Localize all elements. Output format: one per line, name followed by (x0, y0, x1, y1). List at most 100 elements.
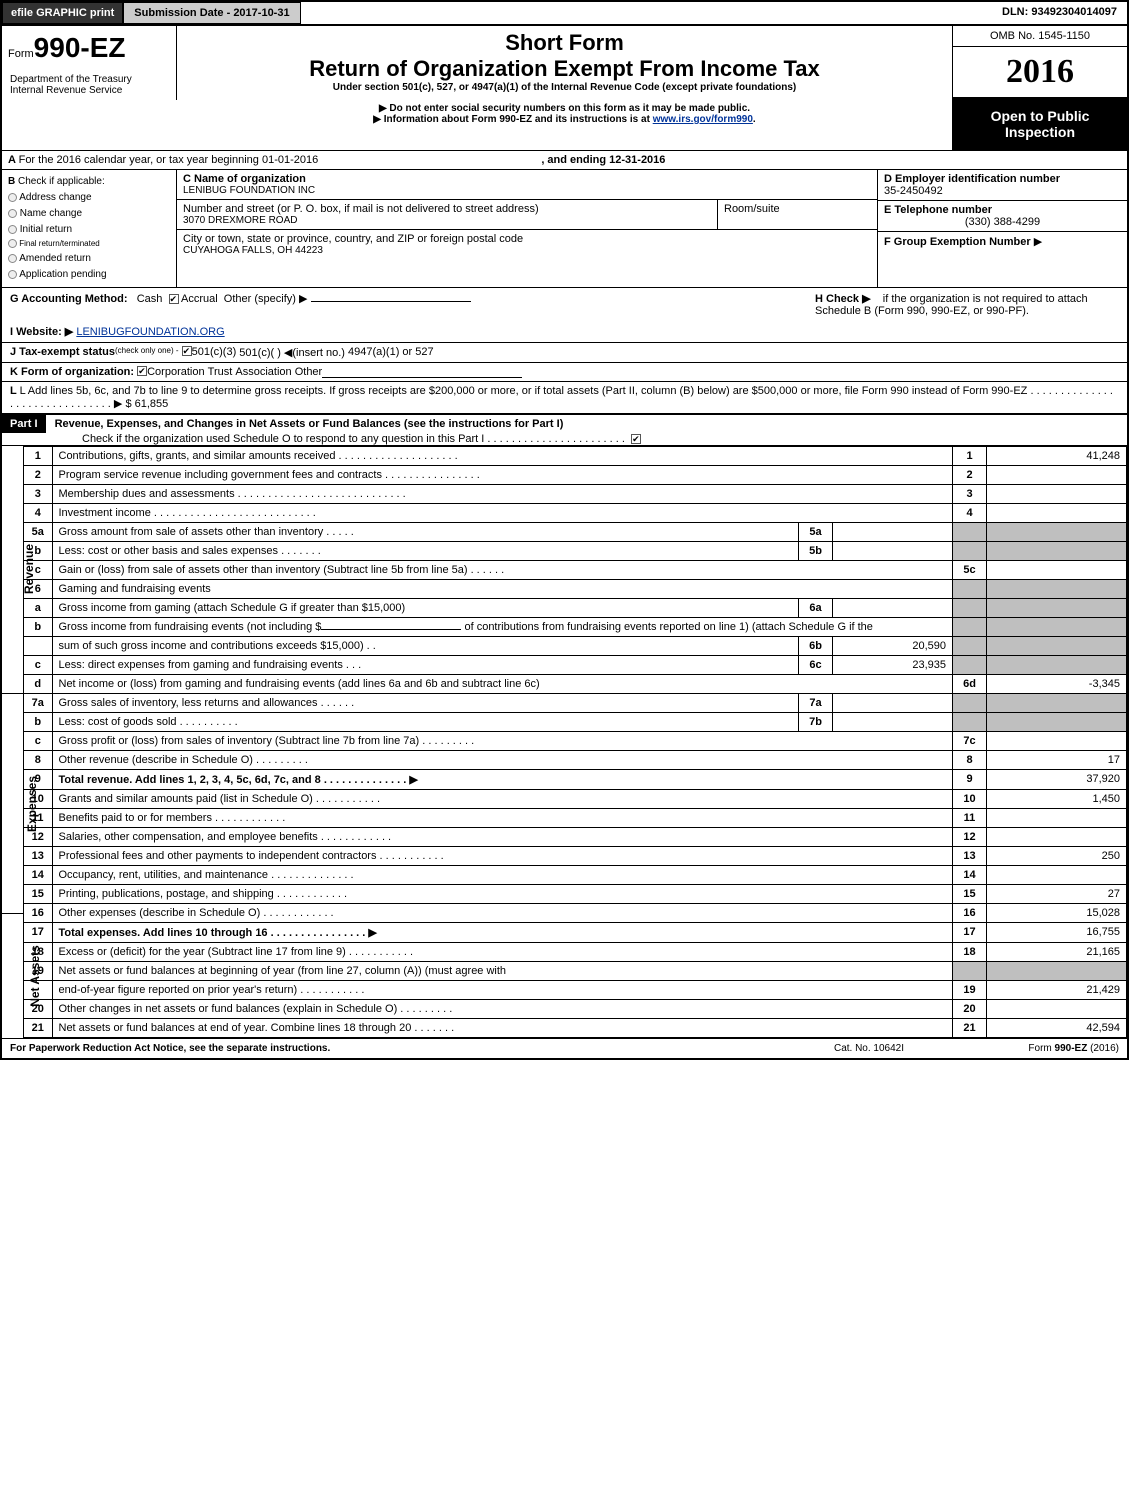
l-value: $ 61,855 (125, 398, 168, 410)
part-i-check-dots: . . . . . . . . . . . . . . . . . . . . … (487, 433, 625, 445)
501c3-label: 501(c)(3) (192, 346, 237, 359)
other-specify-line[interactable] (311, 301, 471, 302)
name-change-label: Name change (20, 208, 82, 219)
b-label: Check if applicable: (18, 176, 105, 187)
footer-left: For Paperwork Reduction Act Notice, see … (10, 1043, 769, 1054)
lines-wrapper: Revenue Expenses Net Assets 1Contributio… (2, 446, 1127, 1038)
line-6a-desc: Gross income from gaming (attach Schedul… (52, 598, 799, 617)
accrual-label: Accrual (181, 293, 218, 305)
schedule-o-checkbox[interactable] (631, 434, 641, 444)
501c3-checkbox[interactable] (182, 346, 192, 356)
form-prefix: Form (8, 48, 34, 60)
6b-amount-blank[interactable] (321, 629, 461, 630)
city-block: City or town, state or province, country… (177, 230, 877, 259)
title-block: Short Form Return of Organization Exempt… (177, 26, 952, 150)
address-change-radio[interactable] (8, 193, 17, 202)
dept-treasury: Department of the Treasury (10, 74, 168, 85)
line-7b-desc: Less: cost of goods sold . . . . . . . .… (52, 712, 799, 731)
other-org-line[interactable] (322, 366, 522, 378)
h-check: H Check ▶ if the organization is not req… (807, 288, 1127, 321)
j-small: (check only one) - (115, 346, 179, 359)
efile-print-button[interactable]: efile GRAPHIC print (2, 2, 123, 24)
right-header-block: OMB No. 1545-1150 2016 Open to Public In… (952, 26, 1127, 150)
line-17-desc: Total expenses. Add lines 10 through 16 … (52, 922, 953, 942)
application-pending-radio[interactable] (8, 270, 17, 279)
line-6b-sum: sum of such gross income and contributio… (52, 636, 799, 655)
right-info-block: D Employer identification number 35-2450… (877, 170, 1127, 287)
cash-label: Cash (137, 293, 163, 305)
line-8-desc: Other revenue (describe in Schedule O) .… (52, 750, 953, 769)
final-return-radio[interactable] (8, 239, 17, 248)
line-3-desc: Membership dues and assessments . . . . … (52, 484, 953, 503)
street-label: Number and street (or P. O. box, if mail… (183, 203, 711, 215)
street-row: Number and street (or P. O. box, if mail… (177, 200, 877, 230)
e-label: E Telephone number (884, 204, 1121, 216)
irs-link[interactable]: www.irs.gov/form990 (653, 114, 753, 125)
line-12-desc: Salaries, other compensation, and employ… (52, 827, 953, 846)
line-1-desc: Contributions, gifts, grants, and simila… (52, 446, 953, 465)
ssn-warning: ▶ Do not enter social security numbers o… (185, 103, 944, 114)
l-text: L Add lines 5b, 6c, and 7b to line 9 to … (20, 385, 1028, 397)
l-row: L L Add lines 5b, 6c, and 7b to line 9 t… (2, 382, 1127, 414)
top-bar: efile GRAPHIC print Submission Date - 20… (2, 2, 1127, 26)
dept-block: Department of the Treasury Internal Reve… (2, 70, 177, 100)
amended-return-radio[interactable] (8, 254, 17, 263)
g-label: G Accounting Method: (10, 293, 128, 305)
line-2-desc: Program service revenue including govern… (52, 465, 953, 484)
i-label: I Website: ▶ (10, 326, 73, 338)
other-label: Other (specify) ▶ (224, 293, 308, 305)
footer-cat: Cat. No. 10642I (769, 1043, 969, 1054)
corp-checkbox[interactable] (137, 366, 147, 376)
accrual-checkbox[interactable] (169, 294, 179, 304)
g-accounting: G Accounting Method: Cash Accrual Other … (2, 288, 807, 321)
form-number-block: Form990-EZ (2, 26, 177, 70)
line-10-desc: Grants and similar amounts paid (list in… (52, 789, 953, 808)
line-14-desc: Occupancy, rent, utilities, and maintena… (52, 865, 953, 884)
street-value: 3070 DREXMORE ROAD (183, 215, 711, 226)
address-change-label: Address change (19, 192, 91, 203)
info-suffix: . (753, 114, 756, 125)
name-change-radio[interactable] (8, 209, 17, 218)
tax-year: 2016 (953, 47, 1127, 98)
line-6b-amt: 20,590 (833, 636, 953, 655)
form-page: efile GRAPHIC print Submission Date - 20… (0, 0, 1129, 1060)
line-19-amt: 21,429 (987, 980, 1127, 999)
part-i-title: Revenue, Expenses, and Changes in Net As… (49, 418, 564, 430)
lines-table: 1Contributions, gifts, grants, and simil… (24, 446, 1127, 1038)
part-i-label: Part I (2, 415, 46, 433)
org-info-block: B Check if applicable: Address change Na… (2, 170, 1127, 288)
return-title: Return of Organization Exempt From Incom… (185, 56, 944, 82)
section-b-checkboxes: B Check if applicable: Address change Na… (2, 170, 177, 287)
initial-return-radio[interactable] (8, 225, 17, 234)
line-5a-desc: Gross amount from sale of assets other t… (52, 522, 799, 541)
line-1-amt: 41,248 (987, 446, 1127, 465)
line-6b-desc1: Gross income from fundraising events (no… (52, 617, 953, 636)
submission-date: Submission Date - 2017-10-31 (123, 2, 300, 24)
line-6c-desc: Less: direct expenses from gaming and fu… (52, 655, 799, 674)
line-17-amt: 16,755 (987, 922, 1127, 942)
line-6c-amt: 23,935 (833, 655, 953, 674)
dln-label: DLN: 93492304014097 (992, 2, 1127, 24)
line-7a-desc: Gross sales of inventory, less returns a… (52, 693, 799, 712)
line-7c-desc: Gross profit or (loss) from sales of inv… (52, 731, 953, 750)
h-label: H Check ▶ (815, 293, 871, 305)
d-ein-block: D Employer identification number 35-2450… (878, 170, 1127, 201)
4947-label: 4947(a)(1) or (348, 346, 412, 359)
line-4-desc: Investment income . . . . . . . . . . . … (52, 503, 953, 522)
website-link[interactable]: LENIBUGFOUNDATION.ORG (76, 326, 224, 338)
line-9-amt: 37,920 (987, 769, 1127, 789)
part-i-header: Part I Revenue, Expenses, and Changes in… (2, 414, 1127, 446)
section-a-row: A For the 2016 calendar year, or tax yea… (2, 151, 1127, 170)
room-suite-block: Room/suite (717, 200, 877, 229)
line-8-amt: 17 (987, 750, 1127, 769)
line-6d-amt: -3,345 (987, 674, 1127, 693)
line-13-amt: 250 (987, 846, 1127, 865)
revenue-label: Revenue (2, 446, 24, 693)
line-18-amt: 21,165 (987, 942, 1127, 961)
info-prefix: ▶ Information about Form 990-EZ and its … (373, 114, 652, 125)
info-line: ▶ Information about Form 990-EZ and its … (185, 114, 944, 125)
line-16-amt: 15,028 (987, 903, 1127, 922)
section-a-end: , and ending 12-31-2016 (541, 154, 665, 166)
part-i-check-text: Check if the organization used Schedule … (82, 433, 484, 445)
org-block: C Name of organization LENIBUG FOUNDATIO… (177, 170, 877, 287)
